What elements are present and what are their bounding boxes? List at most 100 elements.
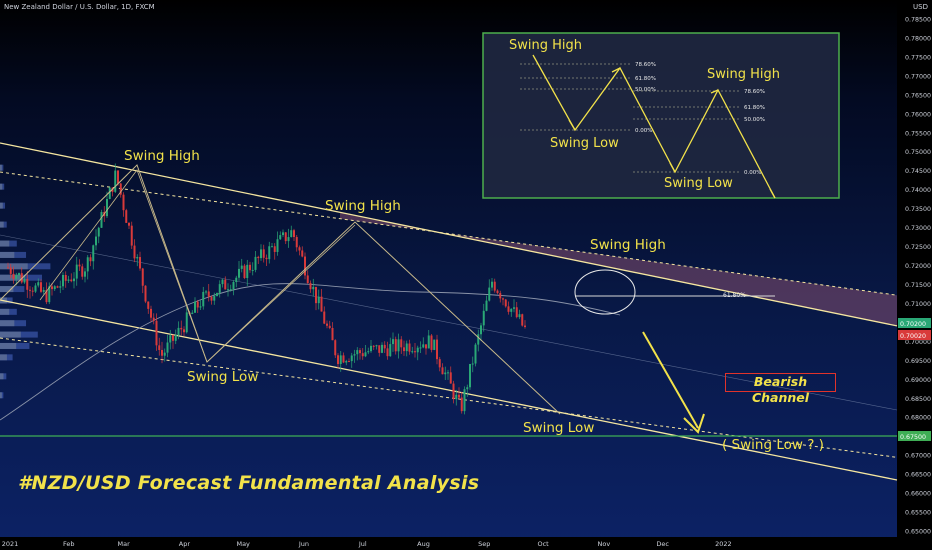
candle-body [389, 344, 392, 357]
candle-body [287, 237, 290, 242]
candle-body [246, 264, 249, 279]
candle-body [416, 347, 419, 353]
candle-body [458, 394, 460, 398]
candle-body [430, 335, 433, 350]
candles [7, 163, 526, 415]
inset-swing-low: Swing Low [550, 136, 619, 151]
candle-body [180, 327, 183, 330]
candle-body [235, 277, 238, 283]
candle-body [364, 352, 367, 357]
y-tick-label: 0.78500 [905, 16, 931, 23]
candle-body [438, 359, 441, 368]
candle-body [370, 345, 372, 352]
candle-body [455, 394, 458, 400]
candle-body [356, 350, 359, 355]
candle-body [100, 211, 103, 228]
candle-body [9, 267, 12, 274]
candle-body [276, 239, 279, 252]
candle-body [119, 183, 122, 195]
candle-body [92, 245, 95, 262]
candle-body [493, 281, 496, 291]
x-tick-label: Apr [179, 540, 191, 548]
y-tick-label: 0.73500 [905, 206, 931, 213]
bearish-channel-label: Bearish Channel [725, 373, 836, 405]
y-tick-label: 0.74000 [905, 187, 931, 194]
candle-body [510, 308, 513, 312]
candle-body [301, 250, 304, 257]
candle-body [304, 256, 306, 276]
candle-body [122, 194, 125, 211]
candle-body [273, 246, 276, 252]
candle-body [353, 354, 356, 356]
y-tick-label: 0.72000 [905, 263, 931, 270]
candle-body [463, 389, 466, 412]
candle-body [7, 267, 9, 269]
y-tick-label: 0.77000 [905, 73, 931, 80]
volume-profile-bar [0, 342, 17, 349]
candle-body [452, 383, 455, 400]
candle-body [499, 293, 502, 299]
swing-annotation: Swing High [325, 198, 401, 214]
y-tick-label: 0.76500 [905, 92, 931, 99]
candle-body [139, 257, 141, 269]
candle-body [480, 325, 482, 335]
x-tick-label: May [236, 540, 250, 548]
y-tick-label: 0.65500 [905, 510, 931, 517]
symbol-title: New Zealand Dollar / U.S. Dollar, 1D, FX… [4, 3, 155, 11]
candle-body [194, 301, 196, 313]
candle-body [381, 344, 383, 353]
candle-body [56, 286, 59, 288]
candle-body [62, 274, 64, 287]
candle-body [251, 269, 254, 271]
candle-body [67, 279, 70, 281]
candle-body [342, 355, 345, 363]
volume-profile-bar [0, 373, 4, 380]
candle-body [216, 292, 218, 297]
candle-body [150, 308, 152, 318]
candle-body [397, 339, 400, 352]
y-tick-label: 0.72500 [905, 244, 931, 251]
inset-arrowhead [769, 188, 776, 199]
candle-body [40, 282, 42, 292]
swing-annotation: Swing High [124, 148, 200, 164]
candle-body [238, 268, 240, 278]
candle-body [488, 287, 491, 301]
candle-body [350, 355, 353, 362]
inset-fib-label: 78.60% [635, 62, 656, 68]
volume-profile-bar [0, 251, 15, 258]
candle-body [262, 249, 265, 258]
candle-body [34, 285, 37, 292]
candle-body [326, 323, 328, 326]
candle-body [48, 286, 51, 303]
inset-fib-label: 61.80% [635, 76, 656, 82]
candle-body [205, 291, 207, 293]
candle-body [339, 355, 342, 364]
x-tick-label: 2021 [2, 540, 19, 548]
x-tick-label: Jul [358, 540, 367, 548]
x-tick-label: Dec [656, 540, 669, 548]
swing-triangle [39, 169, 208, 363]
candle-body [315, 286, 317, 304]
candle-body [361, 353, 364, 357]
volume-profile-bar [0, 286, 14, 293]
inset-fib-label: 50.00% [744, 117, 765, 123]
inset-fib-label: 78.60% [744, 89, 765, 95]
swing-connector [206, 224, 356, 363]
candle-body [53, 286, 56, 290]
channel-lower-line [0, 299, 898, 481]
candle-body [70, 279, 73, 282]
candle-body [144, 285, 147, 302]
candle-body [460, 397, 463, 412]
candle-body [191, 312, 194, 314]
inset-diagram: Swing High Swing Low Swing High Swing Low 78… [482, 32, 840, 199]
candle-body [469, 363, 471, 388]
candle-body [15, 275, 18, 279]
candle-body [224, 279, 227, 290]
volume-profile-bar [0, 392, 2, 399]
inset-arrowhead [669, 162, 676, 173]
candle-body [31, 290, 34, 292]
volume-profile-bar [0, 354, 7, 361]
candle-body [496, 290, 499, 294]
candle-body [199, 306, 202, 308]
